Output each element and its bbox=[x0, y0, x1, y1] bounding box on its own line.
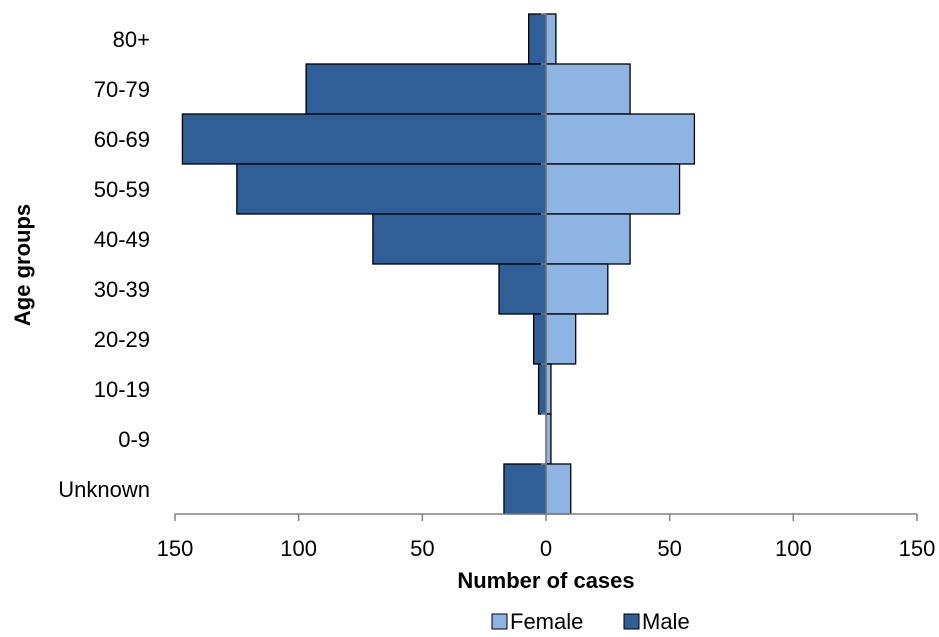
x-tick-label: 0 bbox=[540, 536, 552, 561]
y-tick-label: 50-59 bbox=[94, 177, 150, 202]
y-axis-title: Age groups bbox=[10, 204, 35, 326]
y-tick-label: 80+ bbox=[113, 27, 150, 52]
bar-female-80- bbox=[545, 13, 557, 65]
legend-swatch-male bbox=[623, 613, 640, 630]
y-tick-labels: 80+ 70-79 60-69 50-59 40-49 30-39 20-29 10-19 0-… bbox=[58, 27, 150, 502]
female-bars bbox=[545, 13, 696, 515]
y-tick-label: 40-49 bbox=[94, 227, 150, 252]
y-tick-label: 0-9 bbox=[118, 427, 150, 452]
bar-female-40-49 bbox=[545, 213, 631, 265]
legend-label-female: Female bbox=[510, 609, 583, 634]
y-tick-label: 70-79 bbox=[94, 77, 150, 102]
bar-male-20-29 bbox=[532, 313, 547, 365]
bar-female-20-29 bbox=[545, 313, 577, 365]
y-tick-label: 10-19 bbox=[94, 377, 150, 402]
x-tick-label: 50 bbox=[657, 536, 681, 561]
bar-male-unknown bbox=[503, 463, 547, 515]
bar-male-30-39 bbox=[498, 263, 547, 315]
x-tick-label: 50 bbox=[410, 536, 434, 561]
x-axis-title: Number of cases bbox=[457, 568, 634, 593]
y-tick-label: Unknown bbox=[58, 477, 150, 502]
bar-male-60-69 bbox=[181, 113, 547, 165]
x-tick-label: 150 bbox=[157, 536, 194, 561]
legend-label-male: Male bbox=[642, 609, 690, 634]
bar-female-30-39 bbox=[545, 263, 609, 315]
y-tick-label: 60-69 bbox=[94, 127, 150, 152]
bar-female-unknown bbox=[545, 463, 572, 515]
y-tick-label: 20-29 bbox=[94, 327, 150, 352]
bar-male-70-79 bbox=[305, 63, 547, 115]
x-tick-label: 100 bbox=[280, 536, 317, 561]
bar-male-40-49 bbox=[372, 213, 547, 265]
axes bbox=[174, 13, 918, 521]
x-tick-label: 150 bbox=[899, 536, 936, 561]
legend: Female Male bbox=[491, 609, 690, 634]
bar-male-80- bbox=[528, 13, 547, 65]
bar-female-70-79 bbox=[545, 63, 631, 115]
x-tick-labels: 150 100 50 0 50 100 150 bbox=[157, 536, 936, 561]
male-bars bbox=[181, 13, 547, 515]
bar-male-50-59 bbox=[236, 163, 547, 215]
y-tick-label: 30-39 bbox=[94, 277, 150, 302]
bar-male-10-19 bbox=[537, 363, 547, 415]
legend-swatch-female bbox=[491, 613, 508, 630]
x-tick-label: 100 bbox=[775, 536, 812, 561]
bar-female-50-59 bbox=[545, 163, 681, 215]
bar-female-60-69 bbox=[545, 113, 696, 165]
